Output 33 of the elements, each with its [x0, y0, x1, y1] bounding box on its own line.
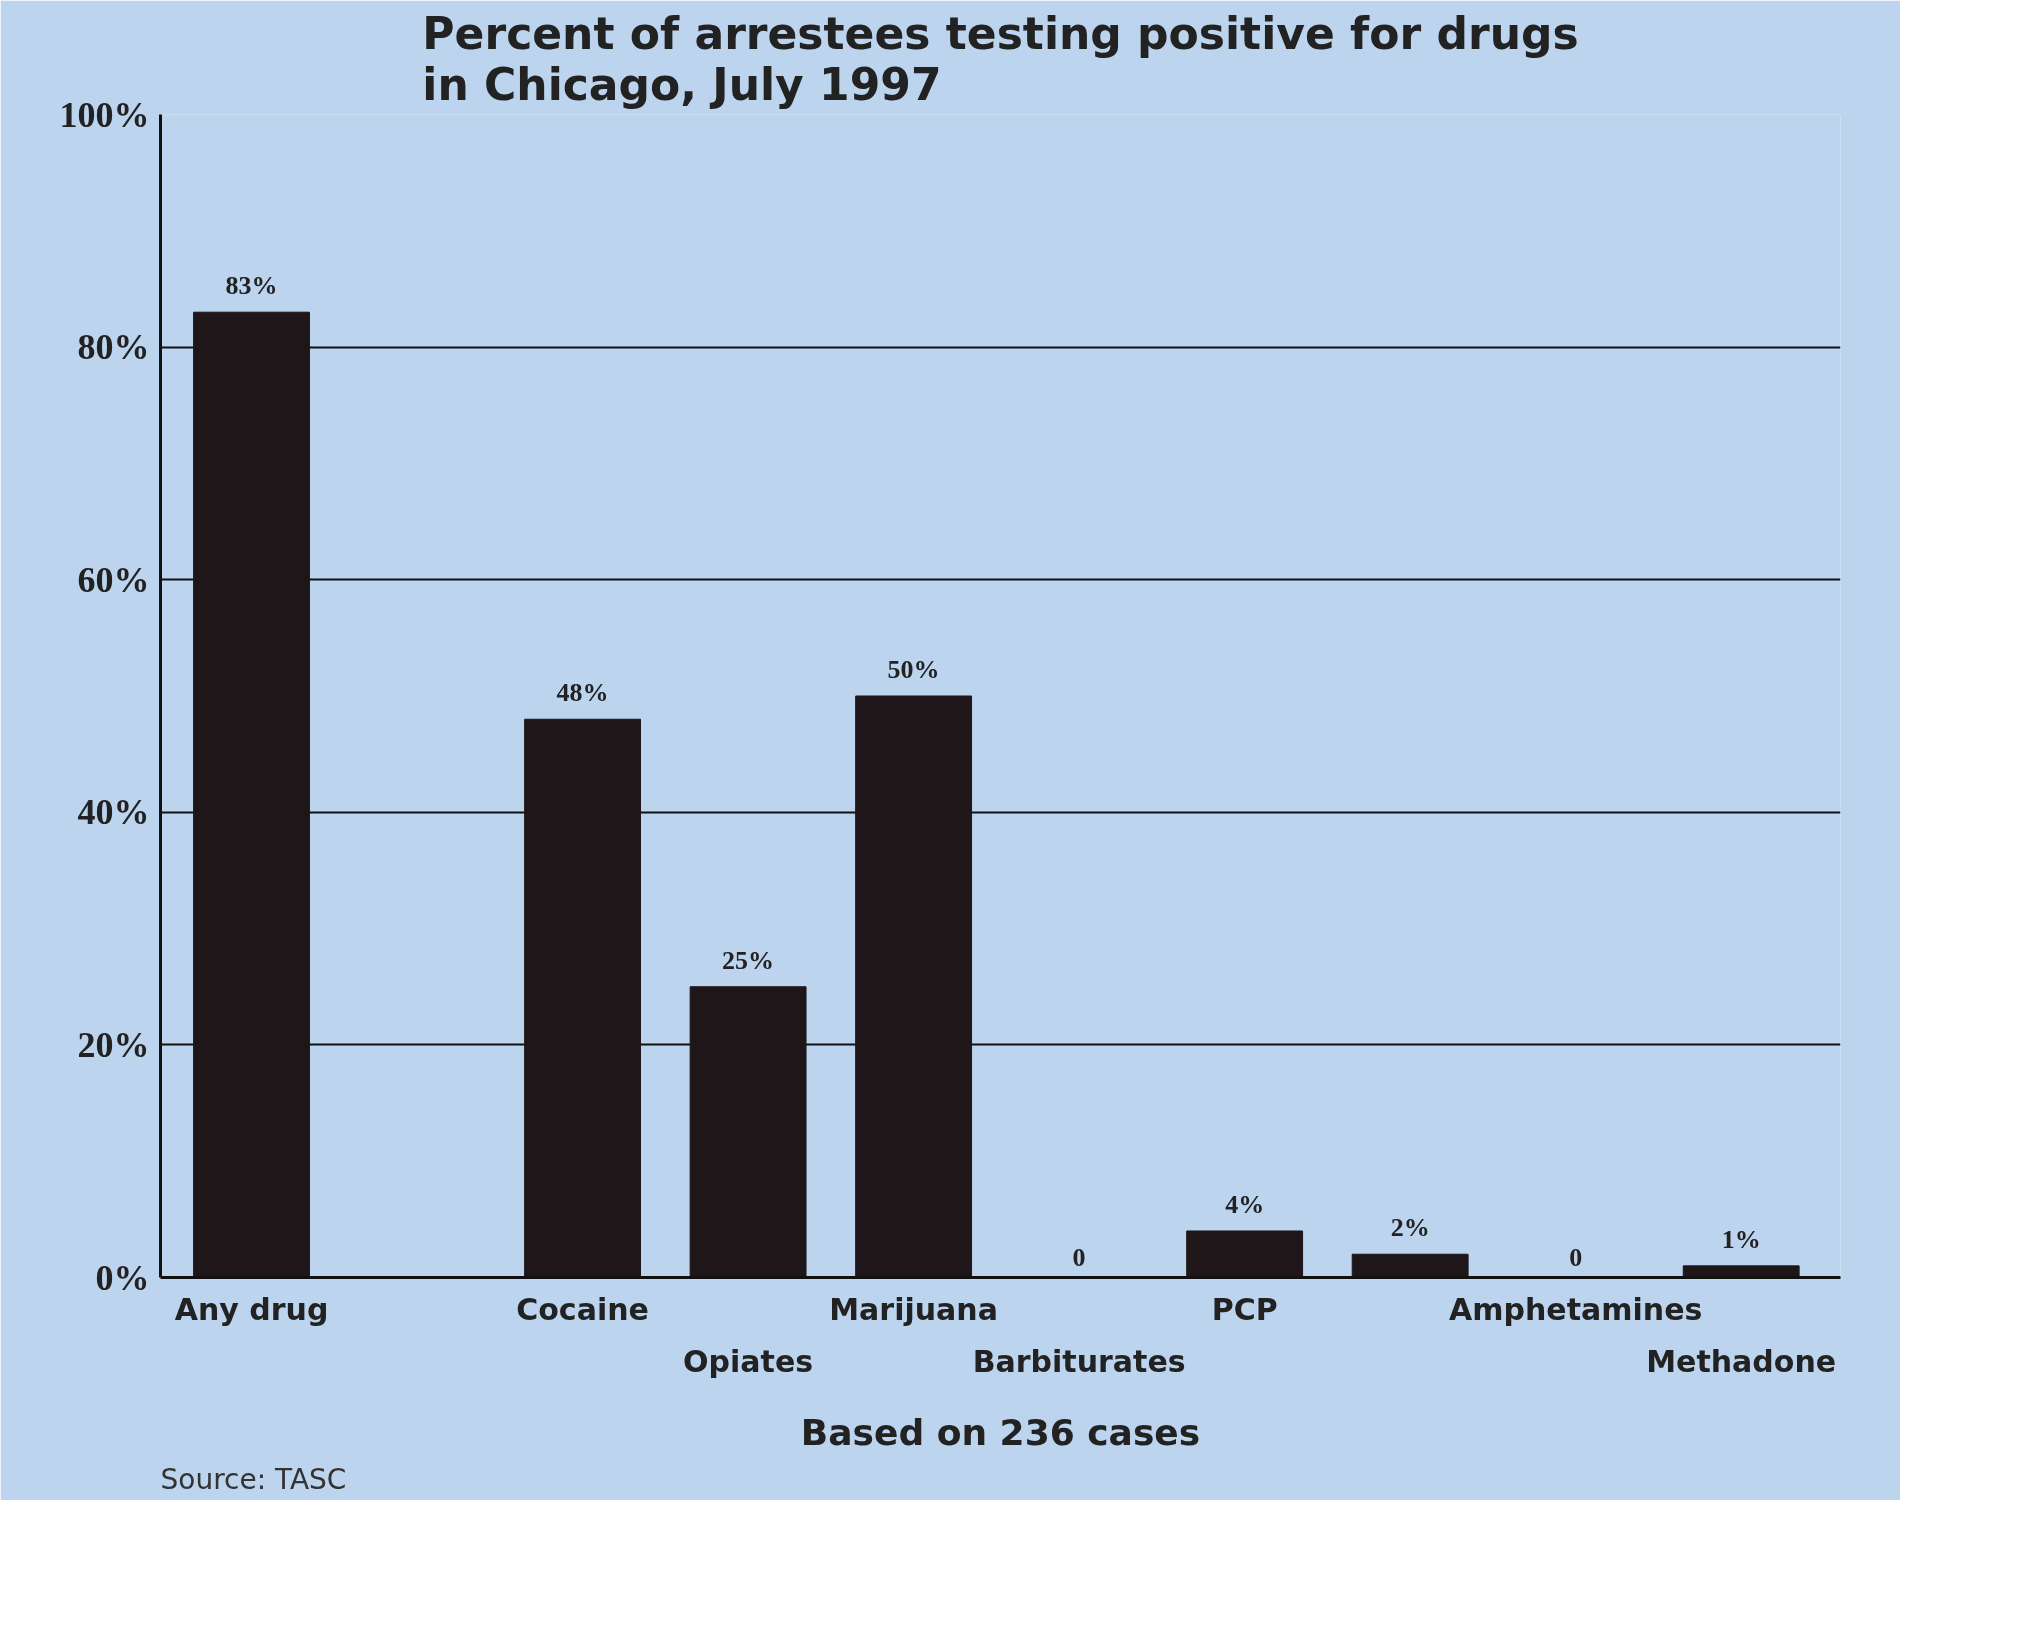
x-tick-label: Opiates — [683, 1343, 814, 1379]
data-label: 4% — [1225, 1189, 1265, 1219]
bar — [855, 695, 973, 1278]
source-note: Source: TASC — [160, 1462, 347, 1496]
data-label: 0 — [1072, 1242, 1086, 1272]
y-tick-label: 100% — [59, 94, 150, 135]
bar — [1682, 1265, 1800, 1278]
x-tick-label: Cocaine — [516, 1291, 649, 1327]
x-tick-label: Marijuana — [829, 1291, 998, 1327]
x-tick-label: Any drug — [174, 1291, 329, 1327]
y-tick-label: 20% — [77, 1024, 150, 1065]
x-tick-label: Methadone — [1646, 1343, 1837, 1379]
data-label: 0 — [1569, 1242, 1583, 1272]
data-label: 50% — [887, 655, 940, 684]
y-tick-label: 0% — [95, 1257, 150, 1298]
x-tick-label: Amphetamines — [1449, 1291, 1703, 1327]
data-label: 2% — [1390, 1213, 1430, 1243]
data-label: 83% — [225, 271, 278, 301]
data-label: 1% — [1721, 1224, 1761, 1254]
bar — [689, 986, 807, 1278]
bar — [1351, 1253, 1469, 1278]
bar — [1186, 1230, 1304, 1278]
x-axis-title: Based on 236 cases — [800, 1411, 1201, 1453]
data-label: 48% — [556, 678, 609, 708]
y-tick-label: 60% — [77, 559, 150, 600]
y-tick-label: 40% — [77, 792, 150, 833]
bar — [193, 311, 310, 1278]
bar — [524, 718, 641, 1278]
data-label: 25% — [722, 945, 775, 975]
x-tick-label: PCP — [1211, 1291, 1278, 1327]
chart-title: Percent of arrestees testing positive for drugs in Chicago, July 1997 — [422, 7, 1579, 110]
y-tick-label: 80% — [77, 327, 150, 368]
x-tick-label: Barbiturates — [972, 1343, 1186, 1379]
